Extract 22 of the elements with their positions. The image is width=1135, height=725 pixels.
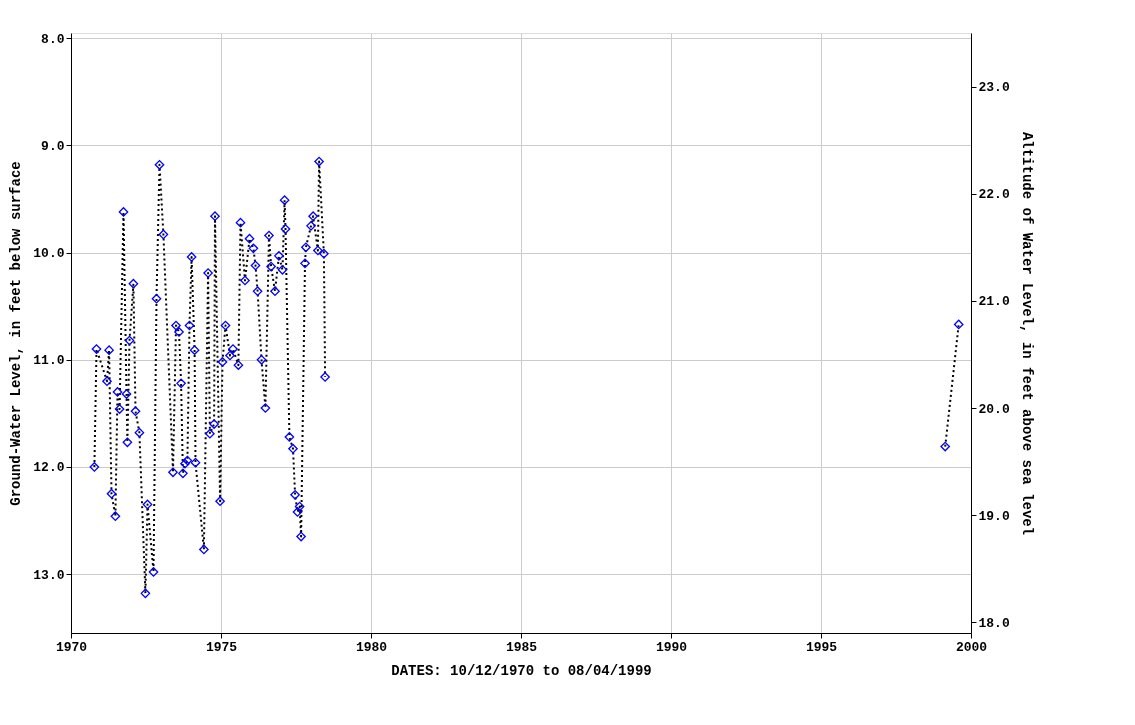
x-axis-title: DATES: 10/12/1970 to 08/04/1999 (391, 662, 652, 679)
y2-tick-label: 23.0 (978, 80, 1010, 96)
x-tick-label: 1990 (655, 639, 688, 655)
y2-tick-label: 19.0 (978, 508, 1010, 524)
x-tick-label: 1985 (505, 639, 538, 655)
x-tick-label: 2000 (955, 639, 988, 655)
x-tick-label: 1975 (205, 639, 238, 655)
x-tick-label: 1980 (355, 639, 388, 655)
y2-tick-label: 22.0 (978, 187, 1010, 203)
y2-tick-label: 20.0 (978, 401, 1010, 417)
x-tick-label: 1995 (805, 639, 838, 655)
y2-axis-title: Altitude of Water Level, in feet above sea level (1018, 131, 1035, 536)
y-tick-label: 10.0 (33, 246, 65, 262)
y-tick-label: 9.0 (41, 139, 65, 154)
x-tick-label: 1970 (55, 639, 88, 655)
y-tick-label: 11.0 (33, 353, 65, 369)
y-tick-label: 12.0 (33, 460, 65, 476)
y2-tick-label: 18.0 (978, 615, 1010, 631)
y-tick-label: 13.0 (33, 567, 65, 583)
y2-tick-label: 21.0 (978, 294, 1010, 310)
y-tick-label: 8.0 (41, 31, 65, 47)
y-axis-title: Ground-Water Level, in feet below surface (8, 161, 25, 506)
